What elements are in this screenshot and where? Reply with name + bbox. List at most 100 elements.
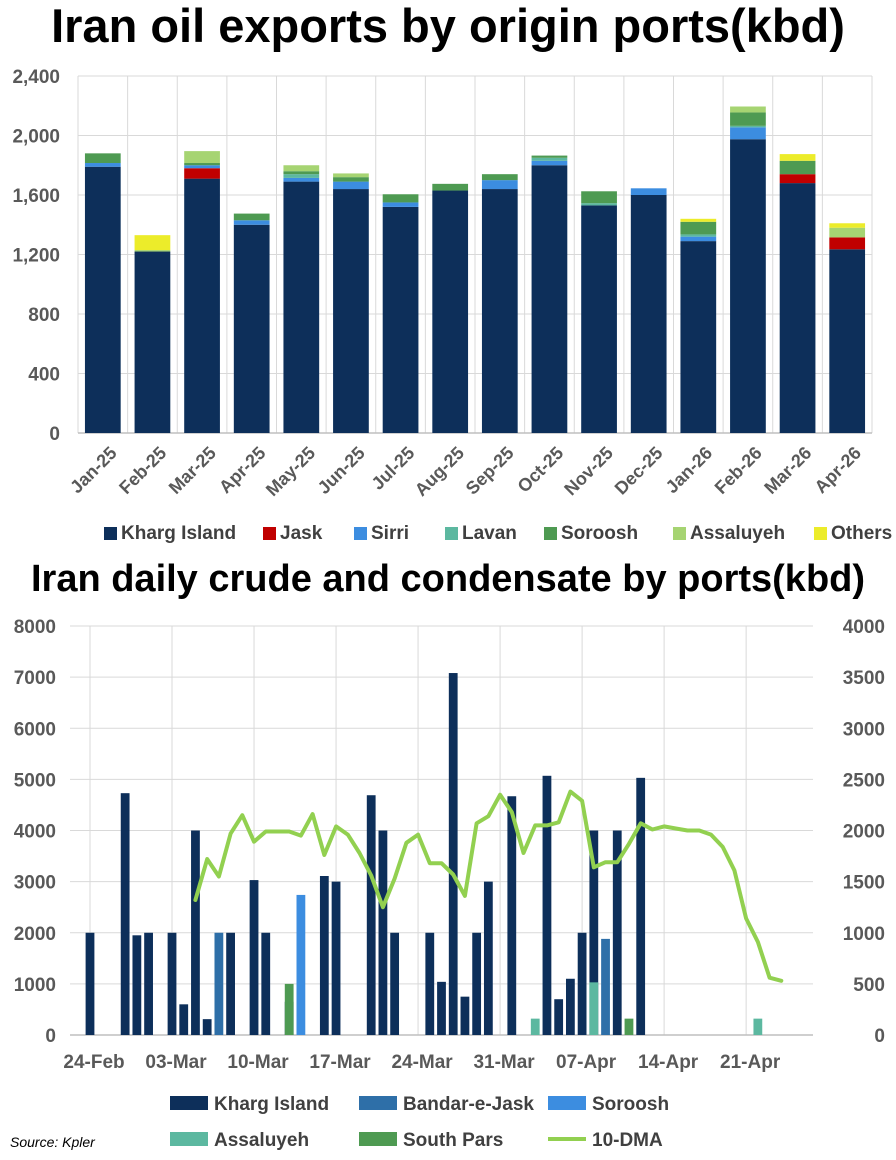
legend-label-10-dma: 10-DMA (592, 1130, 663, 1151)
bar-soroosh (184, 163, 220, 166)
y-left-tick-label: 2000 (14, 924, 56, 945)
y-tick-label: 800 (28, 305, 60, 326)
legend-swatch-soroosh (544, 527, 557, 540)
bar-sirri (84, 163, 121, 167)
bar-soroosh (680, 221, 717, 235)
bar-kharg-island (730, 139, 766, 433)
y-tick-label: 2,400 (12, 67, 60, 88)
bar-kharg-island (184, 178, 220, 433)
bar-sirri (333, 181, 369, 190)
bar-kharg-island (120, 793, 130, 1035)
bar-kharg-island (565, 978, 575, 1035)
legend-swatch-lavan (445, 527, 458, 540)
bar-lavan (581, 203, 617, 206)
bar-south-pars (284, 983, 294, 1035)
bar-kharg-island (581, 205, 617, 433)
bar-assaluyeh (589, 982, 599, 1035)
y-right-tick-label: 2000 (843, 822, 885, 843)
bar-bandar-e-jask (214, 932, 224, 1035)
bar-kharg-island (366, 795, 376, 1035)
bar-soroosh (84, 153, 121, 164)
bar-lavan (680, 234, 717, 237)
bar-lavan (730, 125, 766, 128)
bar-assaluyeh (530, 1018, 540, 1035)
legend-label-soroosh: Soroosh (592, 1094, 669, 1115)
y-tick-label: 400 (28, 365, 60, 386)
legend-label-bandar-e-jask: Bandar-e-Jask (403, 1094, 534, 1115)
bar-kharg-island (542, 775, 552, 1035)
bar-kharg-island (261, 932, 271, 1035)
bar-kharg-island (85, 932, 95, 1035)
bar-kharg-island (283, 181, 320, 433)
legend-label-jask: Jask (280, 523, 323, 544)
bar-kharg-island (382, 206, 419, 433)
y-right-tick-label: 0 (874, 1026, 885, 1047)
legend-swatch-sirri (354, 527, 367, 540)
x-tick-label: 14-Apr (638, 1052, 699, 1073)
y-tick-label: 2,000 (12, 127, 60, 148)
legend-label-assaluyeh: Assaluyeh (690, 523, 785, 544)
y-left-tick-label: 5000 (14, 770, 56, 791)
bar-kharg-island (432, 190, 469, 433)
y-tick-label: 0 (49, 424, 60, 445)
bar-sirri (283, 177, 320, 182)
x-tick-label: 31-Mar (473, 1052, 535, 1073)
bar-soroosh (779, 160, 816, 175)
legend-label-lavan: Lavan (462, 523, 517, 544)
bar-sirri (531, 160, 568, 166)
bar-lavan (283, 174, 320, 178)
bar-kharg-island (202, 1019, 212, 1035)
bar-soroosh (730, 112, 766, 126)
legend-label-sirri: Sirri (371, 523, 409, 544)
bar-kharg-island (331, 881, 341, 1035)
legend-swatch-assaluyeh (673, 527, 686, 540)
bar-kharg-island (448, 673, 458, 1035)
bar-soroosh (296, 894, 306, 1035)
y-tick-label: 1,600 (12, 186, 60, 207)
y-tick-label: 1,200 (12, 246, 60, 267)
legend-swatch-assaluyeh (170, 1132, 208, 1146)
bar-soroosh (333, 177, 369, 182)
monthly-exports-chart: 04008001,2001,6002,0002,400Jan-25Feb-25M… (12, 67, 892, 544)
bar-kharg-island (680, 241, 717, 433)
x-tick-label: 03-Mar (145, 1052, 207, 1073)
legend-swatch-kharg-island (104, 527, 117, 540)
legend-label-kharg-island: Kharg Island (121, 523, 236, 544)
bar-kharg-island (179, 1004, 189, 1035)
chart2-title: Iran daily crude and condensate by ports… (30, 558, 866, 600)
x-tick-label: 21-Apr (720, 1052, 781, 1073)
legend-swatch-soroosh (548, 1096, 586, 1110)
bar-kharg-island (779, 183, 816, 433)
bar-sirri (382, 202, 419, 207)
bar-others (134, 235, 171, 251)
bar-kharg-island (481, 189, 518, 433)
bar-kharg-island (507, 796, 517, 1035)
y-left-tick-label: 1000 (14, 975, 56, 996)
bar-kharg-island (333, 189, 369, 433)
bar-others (779, 154, 816, 161)
bar-jask (829, 237, 866, 250)
y-left-tick-label: 7000 (14, 668, 56, 689)
legend-swatch-south-pars (359, 1132, 397, 1146)
bar-kharg-island (132, 935, 142, 1035)
bar-lavan (531, 157, 568, 161)
bar-assaluyeh (333, 173, 369, 178)
legend-swatch-bandar-e-jask (359, 1096, 397, 1110)
y-left-tick-label: 3000 (14, 873, 56, 894)
bar-kharg-island (636, 777, 646, 1035)
bar-kharg-island (233, 224, 270, 433)
bar-kharg-island (554, 999, 564, 1035)
legend-label-assaluyeh: Assaluyeh (214, 1130, 309, 1151)
bar-kharg-island (630, 195, 667, 433)
bar-kharg-island (249, 880, 259, 1035)
bar-kharg-island (84, 166, 121, 434)
bar-kharg-island (167, 932, 177, 1035)
legend-label-soroosh: Soroosh (561, 523, 638, 544)
x-tick-label: 07-Apr (556, 1052, 617, 1073)
x-tick-label: 10-Mar (227, 1052, 289, 1073)
bar-bandar-e-jask (601, 938, 610, 1035)
bar-sirri (481, 180, 518, 190)
x-tick-label: 17-Mar (309, 1052, 371, 1073)
x-tick-label: 24-Feb (63, 1052, 124, 1073)
